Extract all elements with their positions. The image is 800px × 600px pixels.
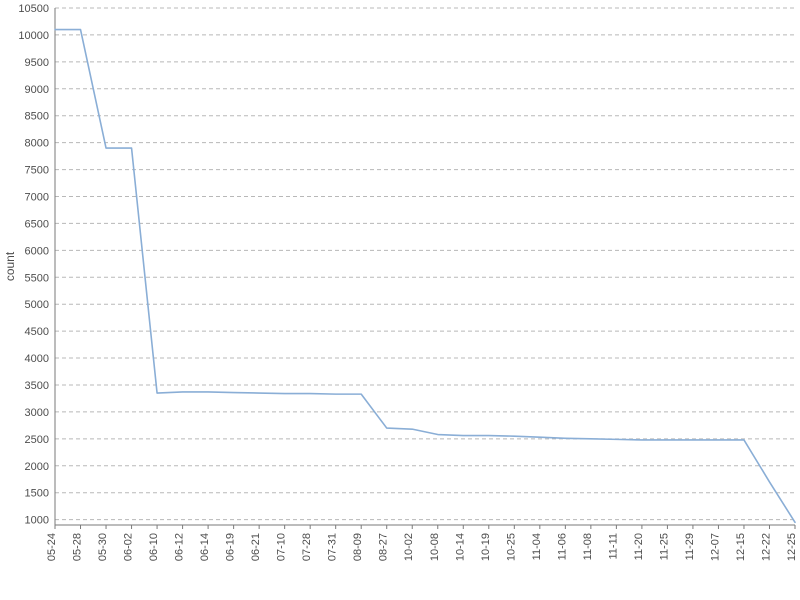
x-tick-label: 11-20: [633, 533, 645, 560]
x-tick-label: 06-14: [199, 533, 211, 561]
x-tick-label: 11-08: [582, 533, 594, 560]
y-axis-label: count: [3, 251, 17, 281]
y-tick-label: 2500: [25, 434, 49, 446]
x-tick-label: 08-09: [352, 533, 364, 561]
y-tick-label: 7000: [25, 191, 49, 203]
x-tick-label: 06-02: [123, 533, 135, 561]
x-tick-label: 12-25: [786, 533, 798, 561]
x-tick-label: 05-24: [46, 533, 58, 561]
y-tick-label: 9500: [25, 57, 49, 69]
x-tick-label: 07-28: [301, 533, 313, 561]
y-tick-label: 9000: [25, 84, 49, 96]
y-tick-label: 3000: [25, 407, 49, 419]
x-tick-label: 11-06: [556, 533, 568, 560]
x-tick-label: 10-14: [454, 533, 466, 561]
y-tick-label: 10000: [18, 30, 49, 42]
y-tick-label: 5500: [25, 272, 49, 284]
y-tick-label: 1000: [25, 515, 49, 527]
x-tick-label: 12-22: [760, 533, 772, 561]
chart-svg: 1000 1500 2000 2500 3000 3500 4000 4500 5000 5500…: [0, 0, 800, 600]
x-tick-label: 05-30: [97, 533, 109, 561]
x-tick-label: 10-08: [429, 533, 441, 561]
y-tick-label: 2000: [25, 461, 49, 473]
x-tick-label: 12-15: [735, 533, 747, 561]
x-tick-label: 10-02: [403, 533, 415, 561]
x-tick-label: 08-27: [378, 533, 390, 561]
x-tick-label: 11-11: [607, 533, 619, 560]
y-tick-label: 4000: [25, 353, 49, 365]
y-tick-label: 8500: [25, 111, 49, 123]
x-tick-label: 07-10: [276, 533, 288, 561]
x-tick-label: 06-10: [148, 533, 160, 561]
x-tick-label: 10-19: [480, 533, 492, 561]
y-tick-label: 6000: [25, 245, 49, 257]
x-tick-label: 06-21: [250, 533, 262, 561]
x-tick-label: 05-28: [72, 533, 84, 561]
x-tick-label: 11-25: [658, 533, 670, 560]
x-tick-label: 12-07: [709, 533, 721, 561]
y-tick-label: 7500: [25, 165, 49, 177]
x-tick-label: 07-31: [327, 533, 339, 561]
y-tick-label: 3500: [25, 380, 49, 392]
x-tick-label: 11-04: [531, 533, 543, 560]
y-tick-label: 10500: [18, 3, 49, 15]
y-tick-label: 4500: [25, 326, 49, 338]
x-tick-label: 10-25: [505, 533, 517, 561]
y-tick-label: 1500: [25, 488, 49, 500]
y-tick-label: 6500: [25, 218, 49, 230]
series-line: [55, 30, 795, 523]
y-tick-label: 8000: [25, 138, 49, 150]
x-tick-label: 11-29: [684, 533, 696, 560]
line-chart: 1000 1500 2000 2500 3000 3500 4000 4500 5000 5500…: [0, 0, 800, 600]
x-tick-label: 06-12: [174, 533, 186, 561]
y-tick-label: 5000: [25, 299, 49, 311]
x-tick-label: 06-19: [225, 533, 237, 561]
